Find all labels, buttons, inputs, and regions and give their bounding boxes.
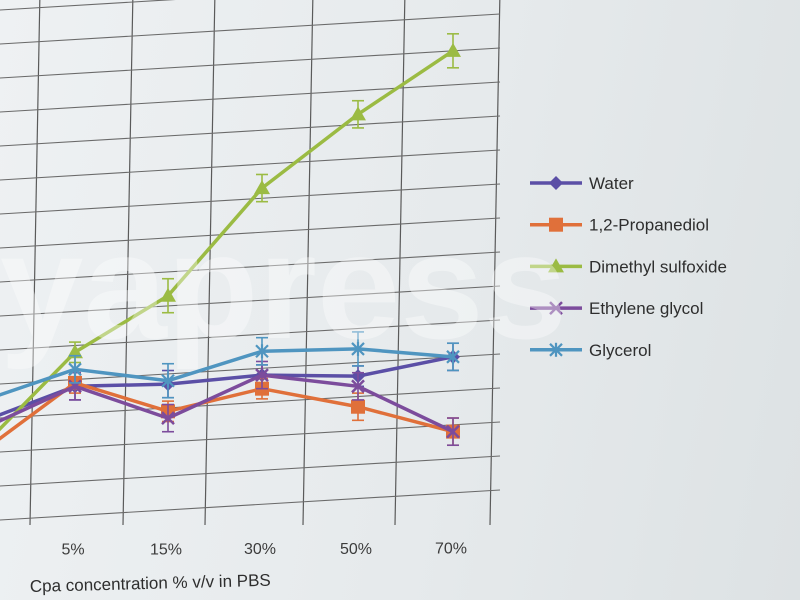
legend-item: Water — [530, 174, 634, 193]
grid-hline — [0, 319, 501, 351]
data-point — [446, 424, 460, 439]
watermark: yapress — [0, 202, 567, 370]
plot-grid — [0, 0, 501, 526]
grid-hline — [0, 13, 501, 45]
grid-hline — [0, 421, 501, 453]
data-point — [254, 180, 270, 195]
grid-hline — [0, 387, 501, 419]
legend-label: Glycerol — [589, 341, 651, 360]
legend-item: 1,2-Propanediol — [530, 216, 709, 235]
series-line — [0, 347, 454, 397]
legend-label: Water — [589, 174, 634, 193]
grid-vline — [302, 0, 314, 526]
grid-hline — [0, 183, 501, 215]
legend-label: Ethylene glycol — [589, 299, 703, 318]
series-line — [0, 373, 454, 434]
data-point — [161, 373, 175, 388]
data-point — [351, 341, 365, 356]
data-point — [161, 411, 175, 426]
x-tick-label: 15% — [150, 541, 182, 558]
series-dimethyl-sulfoxide — [0, 33, 461, 432]
grid-vline — [489, 0, 501, 526]
x-axis-title: Cpa concentration % v/v in PBS — [30, 571, 271, 596]
data-point — [255, 368, 269, 382]
data-point — [549, 342, 563, 357]
series-ethylene-glycol — [0, 360, 460, 447]
legend-item: Glycerol — [530, 341, 651, 360]
data-point — [160, 287, 176, 302]
grid-hline — [0, 455, 501, 487]
grid-hline — [0, 489, 501, 521]
legend: Water 1,2-Propanediol Dimethyl sulfoxide Et… — [530, 174, 727, 360]
series-line — [0, 49, 454, 432]
x-tick-label: 5% — [61, 542, 84, 559]
data-point — [549, 301, 563, 315]
grid-hline — [0, 217, 501, 249]
series-glycerol — [0, 331, 460, 399]
data-point — [68, 362, 82, 377]
data-point — [549, 176, 563, 190]
grid-hline — [0, 47, 501, 79]
x-tick-label: 50% — [340, 541, 372, 558]
data-point — [350, 106, 366, 121]
data-point — [445, 42, 461, 57]
data-point — [549, 217, 563, 232]
legend-label: Dimethyl sulfoxide — [589, 257, 727, 276]
x-tick-labels: 5% 15% 30% 50% 70% — [61, 541, 467, 559]
grid-vline — [204, 0, 216, 526]
grid-hline — [0, 251, 501, 283]
x-tick-label: 70% — [435, 541, 467, 558]
data-point — [351, 399, 365, 414]
data-point — [446, 349, 460, 364]
plot-series — [0, 33, 461, 447]
legend-item: Dimethyl sulfoxide — [530, 257, 727, 276]
data-point — [548, 258, 564, 273]
legend-label: 1,2-Propanediol — [589, 216, 709, 235]
data-point — [67, 344, 83, 359]
grid-vline — [29, 0, 41, 526]
grid-hline — [0, 285, 501, 317]
data-point — [255, 344, 269, 359]
grid-hline — [0, 81, 501, 113]
legend-item: Ethylene glycol — [530, 299, 703, 318]
x-tick-label: 30% — [244, 541, 276, 558]
grid-hline — [0, 115, 501, 147]
data-point — [351, 379, 365, 394]
grid-hline — [0, 149, 501, 181]
grid-hline — [0, 0, 176, 11]
grid-hline — [0, 353, 501, 385]
grid-vline — [122, 0, 134, 526]
